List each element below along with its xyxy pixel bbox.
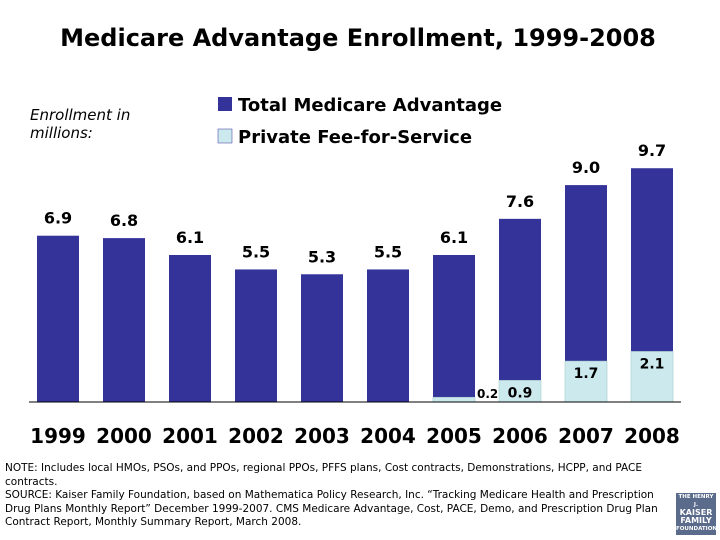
logo-line: FOUNDATION [676, 526, 717, 532]
bar [433, 254, 475, 402]
value-label: 2.1 [640, 356, 665, 372]
x-tick-label: 2002 [228, 424, 284, 448]
x-tick-label: 1999 [30, 424, 86, 448]
value-label: 9.0 [572, 158, 600, 177]
chart-title: Medicare Advantage Enrollment, 1999-2008 [60, 24, 656, 52]
x-tick-label: 2003 [294, 424, 350, 448]
logo: THE HENRY J. KAISER FAMILY FOUNDATION [676, 493, 717, 535]
bar [169, 254, 211, 402]
logo-line: THE HENRY J. [678, 494, 714, 508]
bar [367, 269, 409, 402]
bar [499, 218, 541, 402]
value-label: 6.1 [176, 228, 204, 247]
value-label: 0.9 [508, 385, 533, 401]
bar [432, 396, 476, 403]
value-label: 7.6 [506, 192, 534, 211]
chart: Medicare Advantage Enrollment, 1999-2008… [29, 24, 681, 448]
value-label: 5.5 [242, 242, 270, 261]
x-tick-label: 2006 [492, 424, 548, 448]
x-tick-label: 2005 [426, 424, 482, 448]
legend-label: Total Medicare Advantage [238, 95, 502, 116]
legend-label: Private Fee-for-Service [238, 127, 472, 148]
source: SOURCE: Kaiser Family Foundation, based … [5, 489, 658, 528]
x-tick-label: 2007 [558, 424, 614, 448]
bar [301, 274, 343, 402]
bar [37, 235, 79, 402]
value-label: 9.7 [638, 141, 666, 160]
logo-line: FAMILY [680, 516, 712, 525]
bar [103, 238, 145, 402]
notes: NOTE: Includes local HMOs, PSOs, and PPO… [5, 462, 670, 530]
subtitle: Enrollment in millions: [30, 106, 131, 142]
value-label: 6.9 [44, 209, 72, 228]
x-tick-label: 2001 [162, 424, 218, 448]
logo-line: KAISER [679, 508, 713, 517]
x-tick-label: 2000 [96, 424, 152, 448]
bar [235, 269, 277, 402]
value-label: 0.2 [477, 387, 498, 401]
subtitle-box: Enrollment in millions: [30, 106, 131, 142]
x-tick-label: 2008 [624, 424, 680, 448]
legend-swatch [217, 128, 233, 144]
value-label: 1.7 [574, 366, 599, 382]
value-label: 6.8 [110, 211, 138, 230]
value-label: 5.5 [374, 242, 402, 261]
value-label: 6.1 [440, 228, 468, 247]
value-label: 5.3 [308, 247, 336, 266]
note: NOTE: Includes local HMOs, PSOs, and PPO… [5, 462, 642, 488]
x-tick-label: 2004 [360, 424, 416, 448]
legend-swatch [218, 97, 232, 111]
